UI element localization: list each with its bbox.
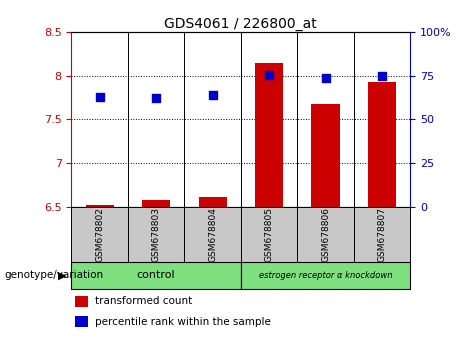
Bar [312,104,340,207]
Point [266,72,273,78]
Bar [128,207,184,262]
Text: GSM678804: GSM678804 [208,207,217,262]
Title: GDS4061 / 226800_at: GDS4061 / 226800_at [165,17,317,31]
Text: GSM678806: GSM678806 [321,207,330,262]
Text: estrogen receptor α knockdown: estrogen receptor α knockdown [259,271,392,280]
Text: percentile rank within the sample: percentile rank within the sample [95,316,271,327]
Point [209,92,216,98]
Bar [75,316,89,327]
Bar [86,205,114,207]
Bar [184,207,241,262]
Bar [354,207,410,262]
Point [153,96,160,101]
Text: control: control [137,270,176,280]
Point [322,75,329,81]
Bar [71,207,128,262]
Text: GSM678805: GSM678805 [265,207,274,262]
Bar [297,207,354,262]
Bar [75,296,89,307]
Text: GSM678807: GSM678807 [378,207,387,262]
Bar [241,207,297,262]
Text: transformed count: transformed count [95,296,192,307]
Bar [368,82,396,207]
Bar [241,262,410,289]
Point [378,73,386,79]
Bar [142,200,170,207]
Text: GSM678802: GSM678802 [95,207,104,262]
Point [96,94,103,99]
Text: genotype/variation: genotype/variation [5,270,104,280]
Bar [199,196,227,207]
Text: ▶: ▶ [59,270,67,280]
Bar [255,63,283,207]
Text: GSM678803: GSM678803 [152,207,161,262]
Bar [71,262,241,289]
